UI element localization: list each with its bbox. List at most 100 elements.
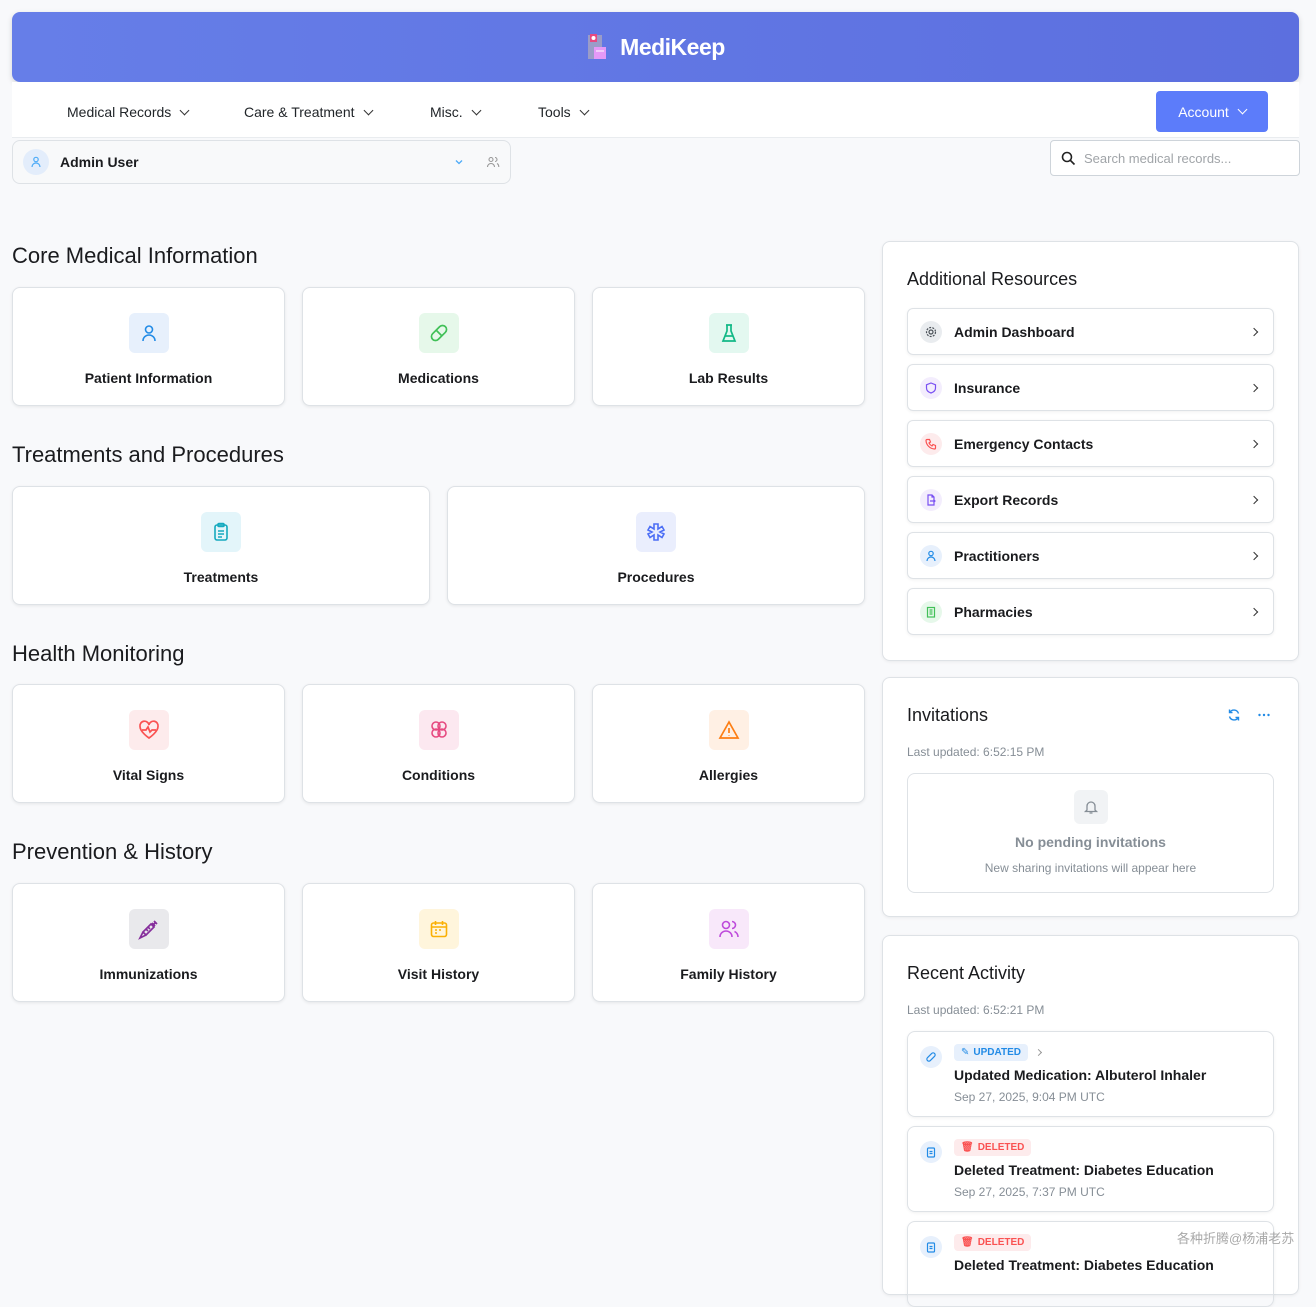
account-button[interactable]: Account	[1156, 91, 1268, 132]
card-label: Conditions	[401, 767, 476, 783]
brain-icon	[418, 710, 459, 750]
avatar	[23, 149, 49, 175]
invitations-panel: Invitations Last updated: 6:52:15 PM No …	[882, 677, 1299, 917]
activity-date: Sep 27, 2025, 9:04 PM UTC	[954, 1090, 1105, 1104]
user-icon	[920, 544, 942, 567]
more-options-icon[interactable]	[1257, 708, 1271, 722]
card-family-history[interactable]: Family History	[592, 883, 865, 1002]
resource-label: Export Records	[954, 491, 1059, 508]
flask-icon	[708, 313, 749, 353]
vaccine-icon	[128, 909, 169, 949]
pill-icon	[418, 313, 459, 353]
nav-label: Care & Treatment	[244, 104, 355, 120]
panel-title: Invitations	[907, 705, 989, 725]
card-allergies[interactable]: Allergies	[592, 684, 865, 803]
nav-care-treatment[interactable]: Care & Treatment	[244, 104, 373, 120]
card-patient-information[interactable]: Patient Information	[12, 287, 285, 406]
activity-item[interactable]: ✎ UPDATED Updated Medication: Albuterol I…	[907, 1031, 1274, 1117]
chevron-down-icon	[179, 105, 190, 115]
chevron-right-icon	[1249, 551, 1259, 560]
nav-tools[interactable]: Tools	[538, 104, 590, 120]
chevron-down-icon	[579, 105, 590, 115]
card-label: Visit History	[397, 966, 480, 982]
last-updated: Last updated: 6:52:21 PM	[907, 1003, 1045, 1017]
resource-label: Practitioners	[954, 547, 1040, 564]
search-input[interactable]	[1084, 150, 1284, 166]
empty-title: No pending invitations	[1015, 834, 1166, 850]
trash-icon: 🗑	[961, 1142, 974, 1153]
clipboard-icon	[201, 512, 241, 552]
section-title: Health Monitoring	[12, 641, 185, 666]
nav-medical-records[interactable]: Medical Records	[67, 104, 190, 120]
card-immunizations[interactable]: Immunizations	[12, 883, 285, 1002]
trash-icon: 🗑	[961, 1237, 974, 1248]
watermark: 各种折腾@杨浦老苏	[1177, 1231, 1295, 1246]
nav-misc[interactable]: Misc.	[430, 104, 482, 120]
file-export-icon	[920, 488, 942, 511]
resource-label: Admin Dashboard	[954, 323, 1075, 340]
patient-selector[interactable]: Admin User	[12, 140, 511, 184]
activity-date: Sep 27, 2025, 7:37 PM UTC	[954, 1185, 1105, 1199]
activity-title: Deleted Treatment: Diabetes Education	[954, 1257, 1214, 1273]
section-title: Treatments and Procedures	[12, 442, 284, 467]
activity-item[interactable]: 🗑 DELETED Deleted Treatment: Diabetes Edu…	[907, 1126, 1274, 1212]
chevron-right-icon	[1249, 383, 1259, 392]
pill-icon	[920, 1046, 942, 1068]
additional-resources-panel: Additional Resources Admin Dashboard Ins…	[882, 241, 1299, 661]
heartbeat-icon	[128, 710, 169, 750]
card-label: Medications	[398, 370, 479, 386]
card-procedures[interactable]: Procedures	[447, 486, 865, 605]
chevron-down-icon	[363, 105, 373, 115]
card-lab-results[interactable]: Lab Results	[592, 287, 865, 406]
chevron-right-icon[interactable]	[1034, 1048, 1043, 1057]
resource-insurance[interactable]: Insurance	[907, 364, 1274, 411]
badge-label: UPDATED	[973, 1047, 1021, 1058]
card-conditions[interactable]: Conditions	[302, 684, 575, 803]
panel-title: Recent Activity	[907, 963, 1026, 983]
resource-export-records[interactable]: Export Records	[907, 476, 1274, 523]
user-name: Admin User	[60, 154, 139, 170]
chevron-down-icon[interactable]	[454, 157, 464, 167]
clipboard-icon	[920, 1141, 942, 1163]
resource-practitioners[interactable]: Practitioners	[907, 532, 1274, 579]
chevron-right-icon	[1249, 495, 1259, 504]
badge-label: DELETED	[977, 1237, 1025, 1248]
resource-emergency-contacts[interactable]: Emergency Contacts	[907, 420, 1274, 467]
card-medications[interactable]: Medications	[302, 287, 575, 406]
nav-label: Misc.	[430, 104, 463, 120]
building-icon	[920, 600, 942, 623]
empty-state: No pending invitations New sharing invit…	[907, 773, 1274, 893]
card-label: Procedures	[617, 569, 695, 585]
card-label: Patient Information	[84, 370, 213, 386]
user-icon	[31, 156, 41, 168]
activity-title: Updated Medication: Albuterol Inhaler	[954, 1067, 1207, 1083]
card-vital-signs[interactable]: Vital Signs	[12, 684, 285, 803]
section-title: Core Medical Information	[12, 243, 258, 268]
recent-activity-panel: Recent Activity Last updated: 6:52:21 PM…	[882, 935, 1299, 1307]
chevron-right-icon	[1249, 439, 1259, 448]
search-box[interactable]	[1050, 140, 1300, 176]
main-nav: Medical Records Care & Treatment Misc. T…	[12, 82, 1299, 138]
chevron-down-icon	[1237, 104, 1248, 115]
card-visit-history[interactable]: Visit History	[302, 883, 575, 1002]
warning-icon	[708, 710, 749, 750]
resource-pharmacies[interactable]: Pharmacies	[907, 588, 1274, 635]
edit-icon: ✎	[961, 1047, 970, 1058]
resource-admin-dashboard[interactable]: Admin Dashboard	[907, 308, 1274, 355]
refresh-icon[interactable]	[1227, 708, 1241, 722]
last-updated: Last updated: 6:52:15 PM	[907, 745, 1045, 759]
card-treatments[interactable]: Treatments	[12, 486, 430, 605]
calendar-icon	[418, 909, 459, 949]
status-badge: 🗑 DELETED	[954, 1234, 1032, 1251]
card-label: Lab Results	[688, 370, 769, 386]
chevron-right-icon	[1249, 607, 1259, 616]
gear-icon	[920, 320, 942, 343]
resource-label: Insurance	[954, 379, 1021, 396]
section-title: Prevention & History	[12, 839, 213, 864]
account-label: Account	[1178, 103, 1229, 120]
activity-title: Deleted Treatment: Diabetes Education	[954, 1162, 1214, 1178]
users-icon[interactable]	[486, 155, 500, 169]
search-icon	[1061, 151, 1076, 165]
user-icon	[128, 313, 169, 353]
nav-label: Tools	[538, 104, 571, 120]
